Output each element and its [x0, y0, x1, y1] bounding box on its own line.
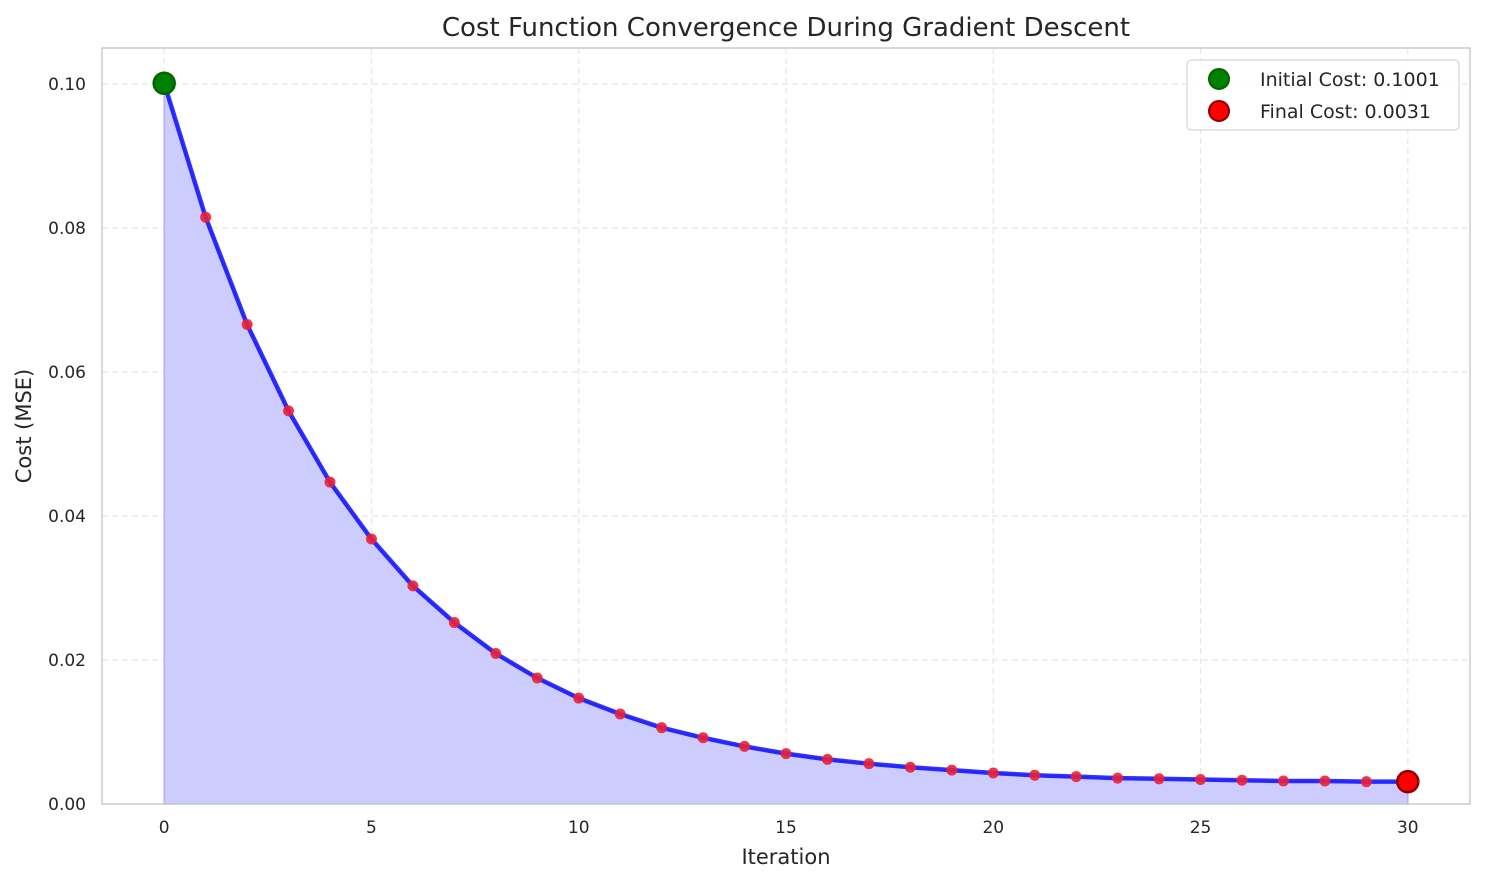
- data-point: [697, 732, 709, 744]
- initial-cost-marker: [152, 71, 176, 96]
- legend-final-label: Final Cost: 0.0031: [1260, 101, 1431, 123]
- x-tick-label: 15: [775, 818, 797, 838]
- y-tick-label: 0.08: [48, 219, 86, 239]
- data-point: [946, 764, 958, 776]
- x-tick-label: 0: [159, 818, 170, 838]
- x-tick-label: 5: [366, 818, 377, 838]
- data-point: [863, 758, 875, 770]
- data-point: [1277, 775, 1289, 787]
- legend-initial-label: Initial Cost: 0.1001: [1260, 69, 1440, 91]
- y-axis-ticks: 0.00 0.02 0.04 0.06 0.08 0.10: [48, 75, 86, 815]
- y-tick-label: 0.10: [48, 75, 86, 95]
- data-point: [1029, 769, 1041, 781]
- y-tick-label: 0.02: [48, 651, 86, 671]
- data-point: [614, 708, 626, 720]
- legend-initial-marker: [1208, 68, 1230, 90]
- data-point: [531, 672, 543, 684]
- data-point: [283, 405, 295, 417]
- legend-box: [1186, 59, 1460, 131]
- data-point: [780, 748, 792, 760]
- data-point: [1195, 774, 1207, 786]
- y-tick-label: 0.04: [48, 507, 86, 527]
- data-point: [573, 692, 585, 704]
- data-point: [407, 580, 419, 592]
- x-tick-label: 20: [982, 818, 1004, 838]
- data-markers: [158, 77, 1414, 788]
- final-cost-marker: [1396, 769, 1420, 794]
- y-axis-label: Cost (MSE): [12, 369, 36, 483]
- data-point: [324, 476, 336, 488]
- x-axis-label: Iteration: [741, 845, 830, 869]
- data-point: [448, 617, 460, 629]
- data-point: [739, 740, 751, 752]
- data-point: [821, 753, 833, 765]
- plot-border: [101, 47, 1471, 805]
- y-tick-label: 0.00: [48, 795, 86, 815]
- x-tick-label: 30: [1397, 818, 1419, 838]
- x-axis-ticks: 0 5 10 15 20 25 30: [159, 818, 1419, 838]
- data-point: [365, 533, 377, 545]
- data-point: [987, 767, 999, 779]
- data-point: [1153, 773, 1165, 785]
- data-point: [1360, 776, 1372, 788]
- data-point: [200, 211, 212, 223]
- data-point: [241, 318, 253, 330]
- legend: Initial Cost: 0.1001 Final Cost: 0.0031: [1186, 59, 1460, 131]
- legend-final-marker: [1208, 100, 1230, 122]
- grid: [102, 48, 1470, 805]
- data-point: [490, 648, 502, 660]
- plot-frame: [101, 47, 1471, 805]
- y-tick-label: 0.06: [48, 363, 86, 383]
- x-tick-label: 10: [568, 818, 590, 838]
- chart-title: Cost Function Convergence During Gradien…: [442, 13, 1130, 43]
- x-tick-label: 25: [1190, 818, 1212, 838]
- data-point: [1236, 774, 1248, 786]
- data-point: [1319, 775, 1331, 787]
- data-point: [656, 722, 668, 734]
- data-point: [1112, 772, 1124, 784]
- data-point: [1070, 771, 1082, 783]
- highlight-markers: [152, 71, 1420, 794]
- data-point: [904, 761, 916, 773]
